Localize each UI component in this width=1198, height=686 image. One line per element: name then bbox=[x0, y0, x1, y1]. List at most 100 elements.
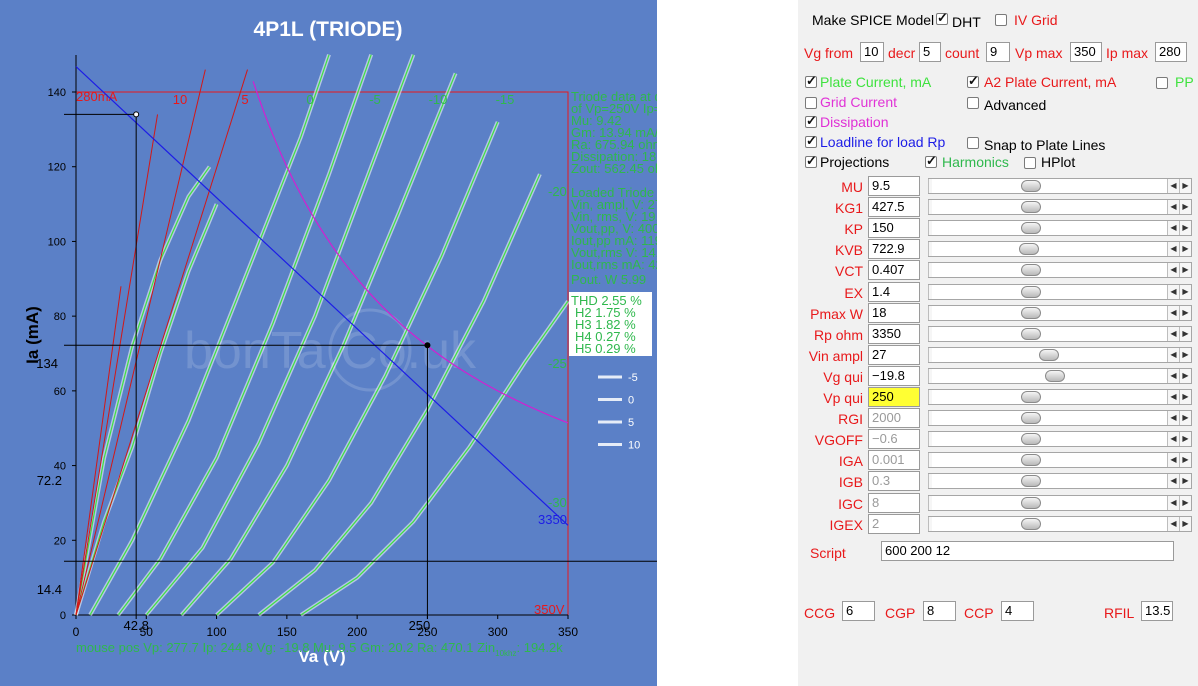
param-field-ex[interactable]: 1.4 bbox=[868, 281, 920, 302]
slider-thumb[interactable] bbox=[1021, 391, 1041, 403]
param-field-vg-qui[interactable]: −19.8 bbox=[868, 365, 920, 386]
slider-right-arrow-icon[interactable]: ▶ bbox=[1179, 221, 1191, 236]
plate-current-checkbox[interactable] bbox=[805, 73, 817, 89]
slider-right-arrow-icon[interactable]: ▶ bbox=[1179, 200, 1191, 215]
slider-right-arrow-icon[interactable]: ▶ bbox=[1179, 453, 1191, 468]
slider-left-arrow-icon[interactable]: ◀ bbox=[1167, 516, 1179, 531]
param-slider-rp-ohm[interactable]: ◀ ▶ bbox=[928, 325, 1192, 342]
slider-thumb[interactable] bbox=[1019, 243, 1039, 256]
slider-left-arrow-icon[interactable]: ◀ bbox=[1167, 368, 1179, 383]
slider-right-arrow-icon[interactable]: ▶ bbox=[1179, 263, 1191, 278]
slider-right-arrow-icon[interactable]: ▶ bbox=[1179, 474, 1191, 489]
slider-thumb[interactable] bbox=[1021, 454, 1041, 467]
slider-right-arrow-icon[interactable]: ▶ bbox=[1179, 284, 1191, 299]
ccg-field[interactable]: 6 bbox=[842, 601, 875, 621]
slider-thumb[interactable] bbox=[1045, 369, 1065, 382]
param-field-vgoff[interactable]: −0.6 bbox=[868, 429, 920, 450]
param-slider-vp-qui[interactable]: ◀ ▶ bbox=[928, 389, 1192, 405]
plot-area[interactable]: 4P1L (TRIODE) bonTa.Co.uk 0 50 100 150 200 250 3… bbox=[0, 0, 657, 686]
param-slider-ex[interactable]: ◀ ▶ bbox=[928, 283, 1192, 300]
advanced-checkbox[interactable] bbox=[967, 97, 979, 109]
param-field-pmax-w[interactable]: 18 bbox=[868, 302, 920, 323]
slider-right-arrow-icon[interactable]: ▶ bbox=[1179, 516, 1191, 531]
slider-left-arrow-icon[interactable]: ◀ bbox=[1167, 347, 1179, 362]
slider-right-arrow-icon[interactable]: ▶ bbox=[1179, 411, 1191, 426]
param-field-kp[interactable]: 150 bbox=[868, 218, 920, 239]
slider-left-arrow-icon[interactable]: ◀ bbox=[1167, 263, 1179, 278]
slider-thumb[interactable] bbox=[1021, 496, 1041, 509]
slider-right-arrow-icon[interactable]: ▶ bbox=[1179, 495, 1191, 510]
slider-right-arrow-icon[interactable]: ▶ bbox=[1179, 368, 1191, 383]
slider-left-arrow-icon[interactable]: ◀ bbox=[1167, 305, 1179, 320]
slider-right-arrow-icon[interactable]: ▶ bbox=[1179, 326, 1191, 341]
param-slider-igb[interactable]: ◀ ▶ bbox=[928, 473, 1192, 490]
slider-thumb[interactable] bbox=[1021, 327, 1041, 340]
param-slider-mu[interactable]: ◀ ▶ bbox=[928, 178, 1192, 194]
slider-left-arrow-icon[interactable]: ◀ bbox=[1167, 284, 1179, 299]
param-field-kg1[interactable]: 427.5 bbox=[868, 197, 920, 218]
param-field-kvb[interactable]: 722.9 bbox=[868, 239, 920, 260]
slider-left-arrow-icon[interactable]: ◀ bbox=[1167, 390, 1179, 404]
param-slider-kvb[interactable]: ◀ ▶ bbox=[928, 241, 1192, 258]
param-slider-rgi[interactable]: ◀ ▶ bbox=[928, 410, 1192, 427]
rfil-field[interactable]: 13.5 bbox=[1141, 601, 1173, 621]
slider-thumb[interactable] bbox=[1021, 180, 1041, 192]
slider-left-arrow-icon[interactable]: ◀ bbox=[1167, 179, 1179, 193]
slider-right-arrow-icon[interactable]: ▶ bbox=[1179, 432, 1191, 447]
pp-checkbox[interactable] bbox=[1156, 77, 1168, 89]
param-slider-igc[interactable]: ◀ ▶ bbox=[928, 494, 1192, 511]
param-slider-kg1[interactable]: ◀ ▶ bbox=[928, 199, 1192, 216]
slider-left-arrow-icon[interactable]: ◀ bbox=[1167, 411, 1179, 426]
slider-right-arrow-icon[interactable]: ▶ bbox=[1179, 179, 1191, 193]
decr-field[interactable]: 5 bbox=[919, 42, 941, 62]
param-slider-vct[interactable]: ◀ ▶ bbox=[928, 262, 1192, 279]
slider-left-arrow-icon[interactable]: ◀ bbox=[1167, 221, 1179, 236]
slider-thumb[interactable] bbox=[1021, 264, 1041, 277]
loadline-checkbox[interactable] bbox=[805, 133, 817, 149]
script-field[interactable]: 600 200 12 bbox=[881, 541, 1174, 561]
slider-left-arrow-icon[interactable]: ◀ bbox=[1167, 495, 1179, 510]
param-field-rp-ohm[interactable]: 3350 bbox=[868, 323, 920, 344]
param-field-mu[interactable]: 9.5 bbox=[868, 176, 920, 196]
hplot-checkbox[interactable] bbox=[1024, 157, 1036, 169]
slider-thumb[interactable] bbox=[1039, 348, 1059, 361]
param-field-vct[interactable]: 0.407 bbox=[868, 260, 920, 281]
param-field-vin-ampl[interactable]: 27 bbox=[868, 344, 920, 365]
param-field-vp-qui[interactable]: 250 bbox=[868, 387, 920, 407]
dissipation-checkbox[interactable] bbox=[805, 113, 817, 129]
param-field-igb[interactable]: 0.3 bbox=[868, 471, 920, 492]
slider-thumb[interactable] bbox=[1021, 475, 1041, 488]
cgp-field[interactable]: 8 bbox=[923, 601, 956, 621]
param-field-rgi[interactable]: 2000 bbox=[868, 408, 920, 429]
snap-checkbox[interactable] bbox=[967, 137, 979, 149]
param-field-igc[interactable]: 8 bbox=[868, 492, 920, 513]
slider-right-arrow-icon[interactable]: ▶ bbox=[1179, 242, 1191, 257]
slider-thumb[interactable] bbox=[1021, 517, 1041, 530]
slider-thumb[interactable] bbox=[1021, 222, 1041, 235]
grid-current-checkbox[interactable] bbox=[805, 97, 817, 109]
slider-thumb[interactable] bbox=[1021, 306, 1041, 319]
slider-left-arrow-icon[interactable]: ◀ bbox=[1167, 242, 1179, 257]
ccp-field[interactable]: 4 bbox=[1001, 601, 1034, 621]
param-slider-vg-qui[interactable]: ◀ ▶ bbox=[928, 367, 1192, 384]
param-slider-vgoff[interactable]: ◀ ▶ bbox=[928, 431, 1192, 448]
slider-left-arrow-icon[interactable]: ◀ bbox=[1167, 474, 1179, 489]
param-slider-vin-ampl[interactable]: ◀ ▶ bbox=[928, 346, 1192, 363]
param-slider-igex[interactable]: ◀ ▶ bbox=[928, 515, 1192, 532]
vg-from-field[interactable]: 10 bbox=[860, 42, 884, 62]
harmonics-checkbox[interactable] bbox=[925, 153, 937, 169]
projections-checkbox[interactable] bbox=[805, 153, 817, 169]
slider-right-arrow-icon[interactable]: ▶ bbox=[1179, 305, 1191, 320]
iv-grid-checkbox[interactable] bbox=[995, 14, 1007, 26]
slider-thumb[interactable] bbox=[1021, 433, 1041, 446]
slider-thumb[interactable] bbox=[1021, 412, 1041, 425]
param-slider-pmax-w[interactable]: ◀ ▶ bbox=[928, 304, 1192, 321]
dht-checkbox[interactable] bbox=[936, 10, 948, 26]
param-field-iga[interactable]: 0.001 bbox=[868, 450, 920, 471]
param-field-igex[interactable]: 2 bbox=[868, 513, 920, 534]
slider-left-arrow-icon[interactable]: ◀ bbox=[1167, 432, 1179, 447]
slider-right-arrow-icon[interactable]: ▶ bbox=[1179, 390, 1191, 404]
a2-plate-checkbox[interactable] bbox=[967, 73, 979, 89]
ip-max-field[interactable]: 280 bbox=[1155, 42, 1187, 62]
slider-left-arrow-icon[interactable]: ◀ bbox=[1167, 326, 1179, 341]
